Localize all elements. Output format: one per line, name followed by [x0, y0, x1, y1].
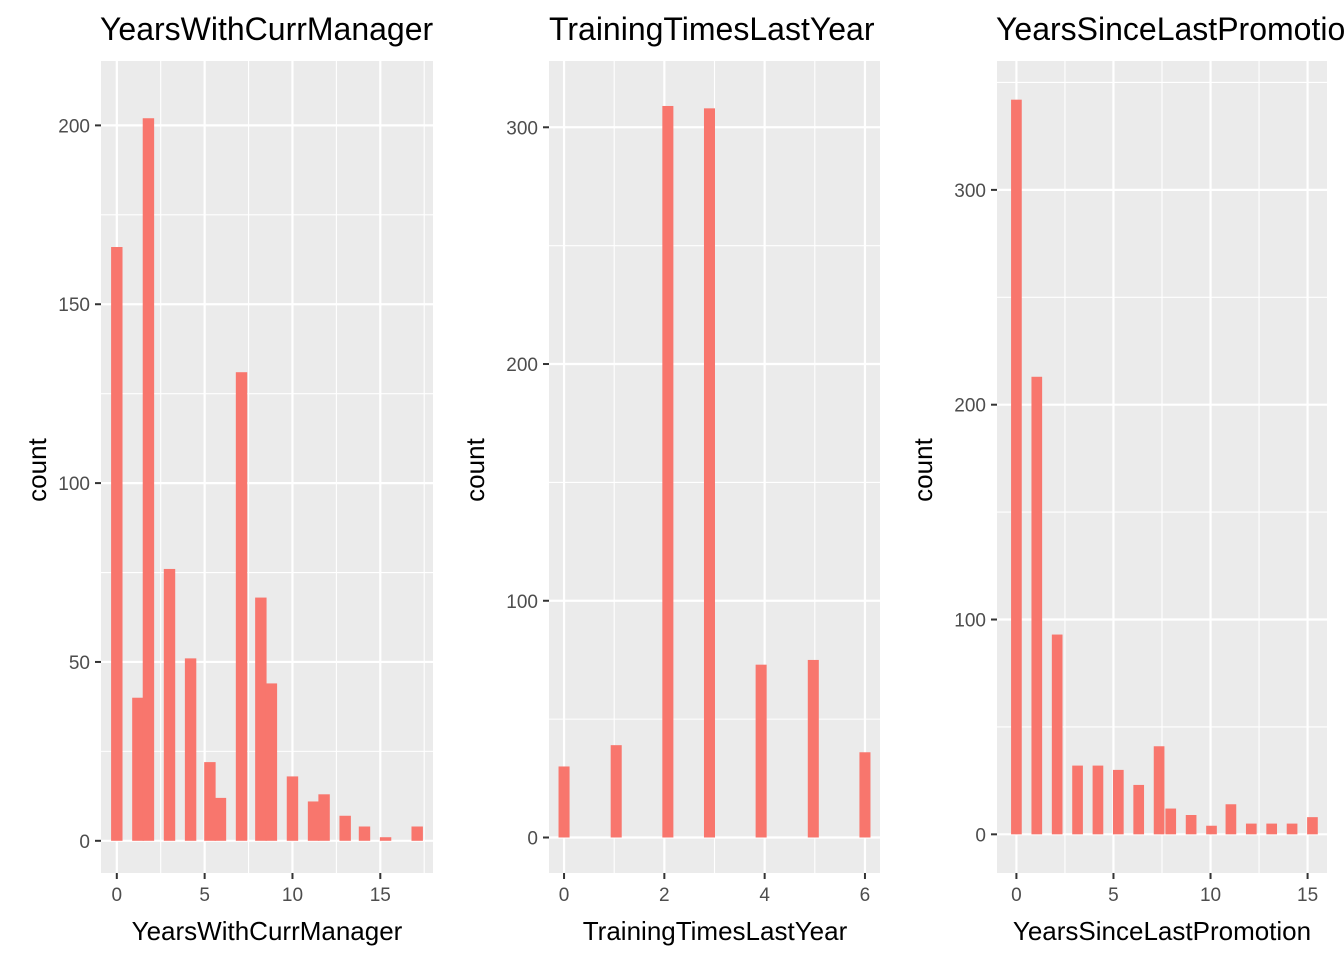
chart-title: TrainingTimesLastYear [549, 11, 875, 47]
bar [1307, 817, 1318, 835]
bar [1011, 99, 1022, 835]
bar [255, 597, 267, 841]
bar [286, 776, 299, 841]
bar [339, 815, 351, 841]
x-tick-label: 15 [1297, 885, 1318, 906]
plot-area: 0 50 100 150 200 0 5 10 15 [58, 61, 433, 906]
bar [807, 659, 819, 838]
bar [1153, 746, 1165, 835]
y-axis-title: count [460, 437, 490, 501]
y-tick-label: 0 [975, 825, 986, 846]
x-tick-label: 4 [759, 885, 770, 906]
y-tick-label: 100 [954, 611, 986, 632]
bar [1286, 823, 1298, 835]
x-tick-label: 10 [282, 885, 303, 906]
y-tick-label: 50 [69, 653, 90, 674]
bar [142, 118, 155, 841]
x-tick-label: 2 [659, 885, 670, 906]
bar [1092, 765, 1104, 835]
bar [1185, 815, 1197, 835]
y-tick-label: 200 [954, 396, 986, 417]
y-tick-label: 300 [954, 181, 986, 202]
x-tick-label: 0 [1011, 885, 1022, 906]
bar [859, 752, 871, 838]
y-tick-label: 100 [506, 592, 538, 613]
x-tick-label: 0 [112, 885, 123, 906]
bar [265, 683, 278, 841]
y-tick-label: 0 [527, 828, 538, 849]
bar [558, 766, 570, 838]
bar [703, 108, 716, 838]
bar [235, 372, 248, 841]
chart-title: YearsWithCurrManager [100, 11, 434, 47]
x-tick-label: 5 [1108, 885, 1119, 906]
bar [163, 568, 176, 841]
bar [111, 247, 123, 841]
bar [379, 837, 392, 841]
bar [132, 697, 144, 841]
bar [1225, 804, 1237, 835]
x-axis-title: TrainingTimesLastYear [583, 916, 848, 946]
y-tick-label: 100 [58, 474, 90, 495]
bar [1133, 784, 1145, 835]
x-axis-title: YearsWithCurrManager [132, 916, 403, 946]
bar [1112, 769, 1124, 835]
y-tick-label: 200 [506, 355, 538, 376]
bar [1165, 808, 1177, 835]
bar [204, 762, 216, 841]
bar [358, 826, 371, 841]
panel-years-since-last-promotion: YearsSinceLastPromotion 0 100 200 300 0 5 10 15… [908, 11, 1344, 946]
plot-area: 0 100 200 300 0 2 4 6 [506, 61, 880, 906]
bar [1072, 765, 1083, 835]
y-tick-label: 150 [58, 295, 90, 316]
x-tick-label: 10 [1200, 885, 1221, 906]
x-axis-title: YearsSinceLastPromotion [1013, 916, 1311, 946]
bar [610, 745, 622, 838]
panel-training-times-last-year: TrainingTimesLastYear 0 100 200 300 0 2 4 6 Tra… [460, 11, 880, 946]
y-tick-label: 300 [506, 118, 538, 139]
bar [755, 664, 767, 838]
x-tick-label: 0 [559, 885, 570, 906]
x-tick-label: 5 [199, 885, 210, 906]
y-axis-title: count [908, 437, 938, 501]
bar [1266, 823, 1278, 835]
bar [184, 658, 197, 841]
bar [662, 105, 674, 838]
bar [1245, 823, 1257, 835]
y-axis-title: count [22, 437, 52, 501]
plot-area: 0 100 200 300 0 5 10 15 [954, 61, 1327, 906]
y-tick-label: 200 [58, 116, 90, 137]
chart-title: YearsSinceLastPromotion [996, 11, 1344, 47]
x-tick-label: 15 [370, 885, 391, 906]
bar [1051, 634, 1063, 835]
y-tick-label: 0 [79, 832, 90, 853]
x-tick-label: 6 [860, 885, 871, 906]
bar [214, 797, 227, 841]
bar [318, 794, 330, 841]
bar [1206, 825, 1217, 835]
bar [307, 801, 320, 841]
bar [1031, 376, 1043, 835]
bar [411, 826, 423, 841]
